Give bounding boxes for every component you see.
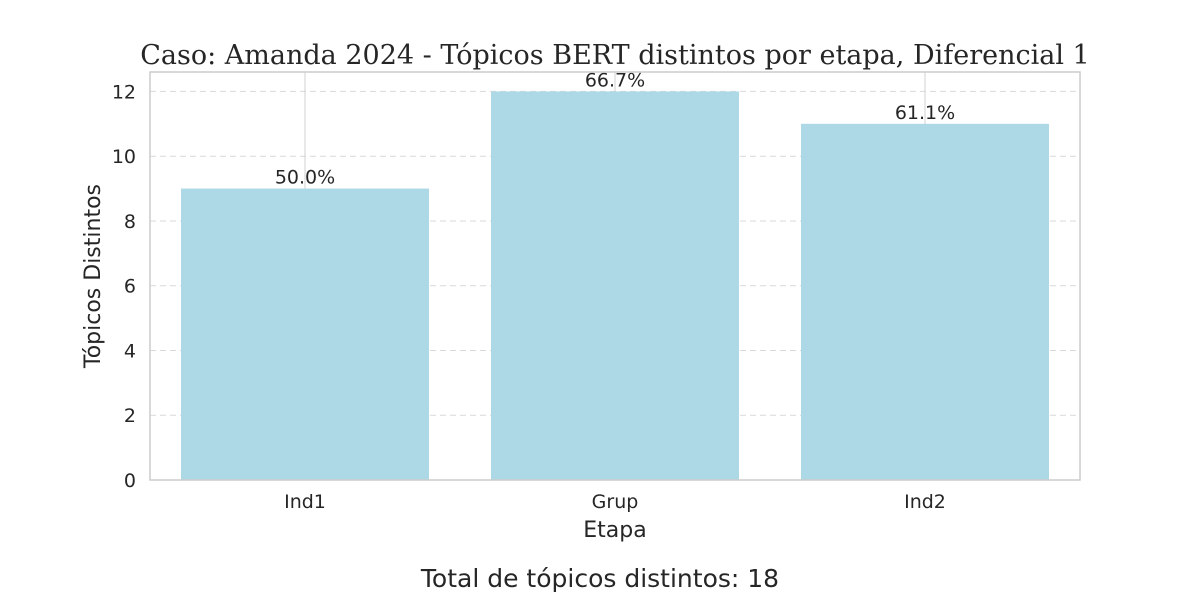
y-axis-label: Tópicos Distintos [81,184,106,369]
bar-ind1 [181,188,429,481]
bar-value-label: 61.1% [895,102,955,124]
total-topics-footer: Total de tópicos distintos: 18 [420,564,779,593]
bars [181,91,1049,481]
x-axis-label: Etapa [583,518,646,543]
y-tick-label: 0 [124,470,136,492]
y-tick-label: 2 [124,405,136,427]
y-tick-label: 6 [124,276,136,298]
bar-value-label: 50.0% [275,167,335,189]
x-tick-label: Ind1 [284,491,326,513]
chart-title: Caso: Amanda 2024 - Tópicos BERT distint… [140,40,1089,71]
y-tick-label: 12 [112,81,136,103]
x-tick-label: Grup [592,491,639,513]
bar-value-labels: 50.0% 66.7% 61.1% [275,69,955,188]
bar-ind2 [801,123,1049,481]
y-tick-label: 8 [124,211,136,233]
x-axis-ticks: Ind1 Grup Ind2 [284,491,946,513]
y-tick-label: 4 [124,340,136,362]
bar-grup [491,91,739,480]
bar-value-label: 66.7% [585,69,645,91]
plot-frame [149,71,1081,481]
y-axis-ticks: 0 2 4 6 8 10 12 [112,81,136,492]
x-tick-label: Ind2 [904,491,946,513]
y-tick-label: 10 [112,146,136,168]
